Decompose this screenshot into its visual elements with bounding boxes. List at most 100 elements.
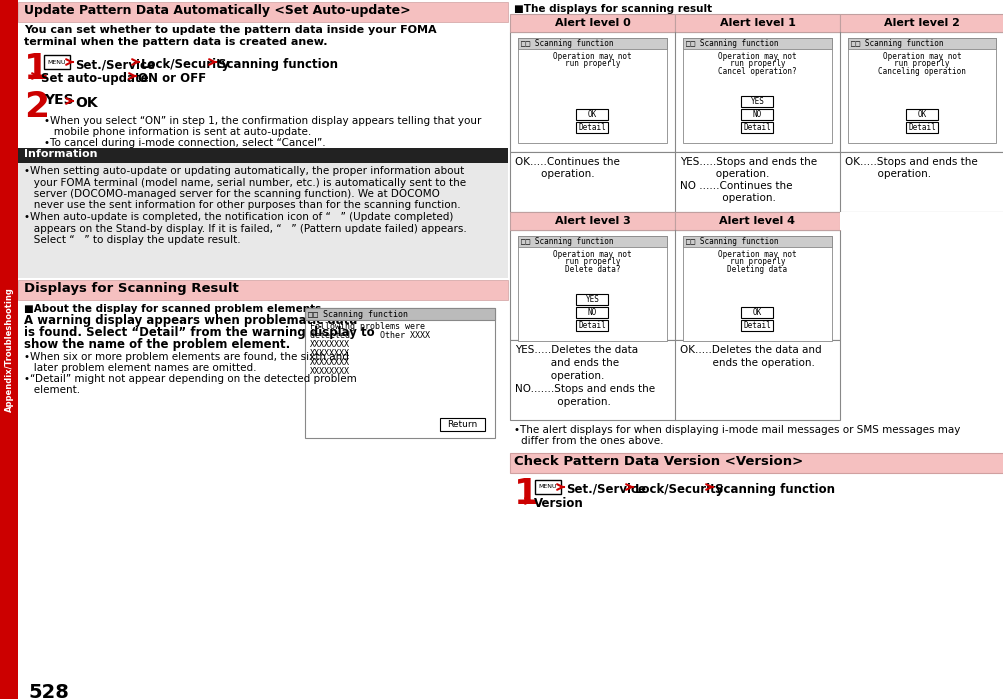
Text: operation.: operation. <box>679 193 775 203</box>
Bar <box>576 294 608 305</box>
Bar <box>535 480 561 494</box>
Text: later problem element names are omitted.: later problem element names are omitted. <box>24 363 256 373</box>
Text: □□ Scanning function: □□ Scanning function <box>685 40 777 48</box>
Text: your FOMA terminal (model name, serial number, etc.) is automatically sent to th: your FOMA terminal (model name, serial n… <box>24 178 465 187</box>
Text: XXXXXXXX: XXXXXXXX <box>310 349 350 358</box>
Bar <box>518 38 666 143</box>
Bar <box>741 122 772 133</box>
Text: Set./Service: Set./Service <box>75 58 154 71</box>
Bar <box>305 308 494 438</box>
Text: YES: YES <box>750 97 763 106</box>
Text: You can set whether to update the pattern data inside your FOMA: You can set whether to update the patter… <box>24 25 436 35</box>
Text: Operation may not: Operation may not <box>553 52 631 61</box>
Text: MENU: MENU <box>539 484 557 489</box>
Bar <box>741 109 772 120</box>
Text: Detail: Detail <box>578 123 606 132</box>
Text: operation.: operation. <box>515 397 610 407</box>
Text: Set./Service: Set./Service <box>566 483 645 496</box>
Text: •“Detail” might not appear depending on the detected problem: •“Detail” might not appear depending on … <box>24 374 356 384</box>
Text: Alert level 4: Alert level 4 <box>719 216 794 226</box>
Text: □□ Scanning function: □□ Scanning function <box>851 40 943 48</box>
Text: NO.......Stops and ends the: NO.......Stops and ends the <box>515 384 655 394</box>
Text: OK: OK <box>75 96 97 110</box>
Text: •When setting auto-update or updating automatically, the proper information abou: •When setting auto-update or updating au… <box>24 166 463 176</box>
Text: Update Pattern Data Automatically <Set Auto-update>: Update Pattern Data Automatically <Set A… <box>24 4 410 17</box>
Bar <box>510 152 1003 212</box>
Text: YES: YES <box>585 295 599 304</box>
Bar <box>18 2 508 22</box>
Text: run properly: run properly <box>729 59 784 69</box>
Text: operation.: operation. <box>515 371 604 381</box>
Text: MENU: MENU <box>48 59 66 64</box>
Text: 2: 2 <box>24 90 49 124</box>
Text: •When auto-update is completed, the notification icon of “   ” (Update completed: •When auto-update is completed, the noti… <box>24 212 453 222</box>
Text: Detail: Detail <box>578 321 606 330</box>
Text: •When six or more problem elements are found, the sixth and: •When six or more problem elements are f… <box>24 352 348 362</box>
Bar <box>518 236 666 341</box>
Text: 528: 528 <box>28 683 69 699</box>
Text: OK: OK <box>588 110 597 119</box>
Text: □□ Scanning function: □□ Scanning function <box>521 40 613 48</box>
Text: YES.....Deletes the data: YES.....Deletes the data <box>515 345 638 355</box>
Text: appears on the Stand-by display. If it is failed, “   ” (Pattern update failed) : appears on the Stand-by display. If it i… <box>24 224 466 233</box>
Text: OK: OK <box>752 308 761 317</box>
Text: NO: NO <box>752 110 761 119</box>
Text: NO ......Continues the: NO ......Continues the <box>679 181 791 191</box>
Text: Cancel operation?: Cancel operation? <box>717 67 796 76</box>
Text: mobile phone information is sent at auto-update.: mobile phone information is sent at auto… <box>44 127 311 137</box>
Text: run properly: run properly <box>564 257 620 266</box>
Text: Check Pattern Data Version <Version>: Check Pattern Data Version <Version> <box>514 455 802 468</box>
Text: NO: NO <box>588 308 597 317</box>
Text: OK: OK <box>917 110 926 119</box>
Bar <box>741 307 772 318</box>
Text: Operation may not: Operation may not <box>882 52 960 61</box>
Text: OK.....Stops and ends the: OK.....Stops and ends the <box>845 157 977 167</box>
Text: Scanning function: Scanning function <box>714 483 834 496</box>
Text: differ from the ones above.: differ from the ones above. <box>521 436 663 446</box>
Text: YES.....Stops and ends the: YES.....Stops and ends the <box>679 157 816 167</box>
Text: Detail: Detail <box>743 321 770 330</box>
Text: operation.: operation. <box>679 169 768 179</box>
Bar <box>682 38 831 143</box>
Text: Lock/Security: Lock/Security <box>140 58 230 71</box>
Bar <box>682 236 831 341</box>
Bar <box>510 230 840 340</box>
Text: operation.: operation. <box>845 169 930 179</box>
Text: ON or OFF: ON or OFF <box>137 72 206 85</box>
Bar <box>518 38 666 49</box>
Bar <box>0 0 18 699</box>
Bar <box>510 453 1003 473</box>
Text: Select “   ” to display the update result.: Select “ ” to display the update result. <box>24 235 241 245</box>
Bar <box>848 38 995 49</box>
Text: OK.....Continues the: OK.....Continues the <box>515 157 619 167</box>
Text: OK.....Deletes the data and: OK.....Deletes the data and <box>679 345 820 355</box>
Text: □□ Scanning function: □□ Scanning function <box>308 310 407 319</box>
Text: Operation may not: Operation may not <box>717 52 796 61</box>
Bar <box>18 163 508 278</box>
Bar <box>510 212 674 230</box>
Bar <box>510 32 1003 152</box>
Bar <box>18 280 508 300</box>
Text: run properly: run properly <box>564 59 620 69</box>
Bar <box>576 109 608 120</box>
Text: ends the operation.: ends the operation. <box>679 358 814 368</box>
Bar <box>682 38 831 49</box>
Text: Deleting data: Deleting data <box>727 265 786 274</box>
Text: □□ Scanning function: □□ Scanning function <box>521 238 613 247</box>
Text: Appendix/Troubleshooting: Appendix/Troubleshooting <box>4 287 13 412</box>
Text: Version: Version <box>534 497 583 510</box>
Text: and ends the: and ends the <box>515 358 619 368</box>
Text: XXXXXXXX: XXXXXXXX <box>310 358 350 367</box>
Bar <box>905 122 937 133</box>
Bar <box>305 308 494 320</box>
Text: operation.: operation. <box>515 169 594 179</box>
Text: terminal when the pattern data is created anew.: terminal when the pattern data is create… <box>24 37 327 47</box>
Text: Operation may not: Operation may not <box>717 250 796 259</box>
Text: Set auto-update: Set auto-update <box>41 72 148 85</box>
Text: Alert level 1: Alert level 1 <box>719 18 794 28</box>
Text: □□ Scanning function: □□ Scanning function <box>685 238 777 247</box>
Text: A warning display appears when problematic data: A warning display appears when problemat… <box>24 314 357 327</box>
Text: detected      Other XXXX: detected Other XXXX <box>310 331 429 340</box>
Text: Alert level 0: Alert level 0 <box>554 18 630 28</box>
Bar <box>674 212 840 230</box>
